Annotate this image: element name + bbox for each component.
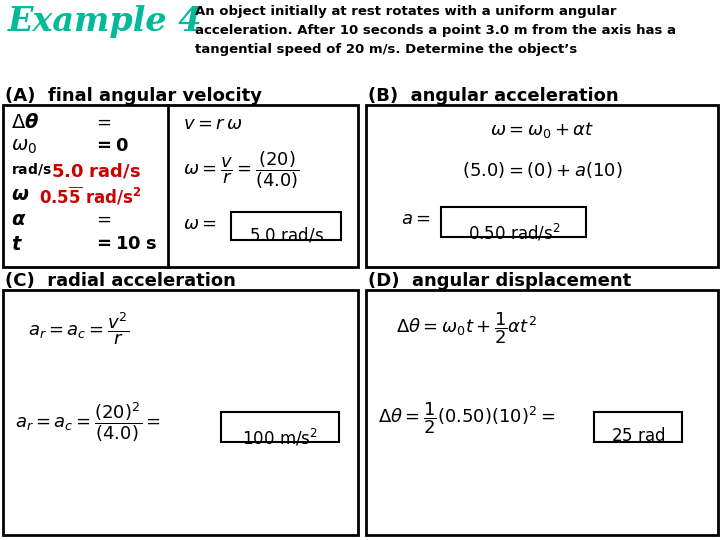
Bar xyxy=(366,105,718,267)
Text: $\boldsymbol{\alpha}$: $\boldsymbol{\alpha}$ xyxy=(11,210,27,229)
Bar xyxy=(441,207,586,237)
Text: $\boldsymbol{t}$: $\boldsymbol{t}$ xyxy=(11,235,23,254)
Text: $\mathbf{= 10\ s}$: $\mathbf{= 10\ s}$ xyxy=(93,235,158,253)
Text: $\omega = \dfrac{v}{r} = \dfrac{(20)}{(4.0)}$: $\omega = \dfrac{v}{r} = \dfrac{(20)}{(4… xyxy=(183,149,300,191)
Bar xyxy=(366,290,718,535)
Text: (B)  angular acceleration: (B) angular acceleration xyxy=(368,87,618,105)
Text: $\boldsymbol{\omega}$: $\boldsymbol{\omega}$ xyxy=(11,185,30,204)
Text: Example 4: Example 4 xyxy=(8,5,202,38)
Bar xyxy=(3,290,358,535)
Bar xyxy=(3,105,358,267)
Text: (C)  radial acceleration: (C) radial acceleration xyxy=(5,272,236,290)
Text: $100\ \mathrm{m/s^2}$: $100\ \mathrm{m/s^2}$ xyxy=(242,427,318,448)
Text: $\Delta\theta = \dfrac{1}{2}(0.50)(10)^2 = $: $\Delta\theta = \dfrac{1}{2}(0.50)(10)^2… xyxy=(378,400,556,436)
Bar xyxy=(221,412,339,442)
Text: $\mathbf{0.5\overline{5}\ rad/s^2}$: $\mathbf{0.5\overline{5}\ rad/s^2}$ xyxy=(39,185,142,207)
Text: (A)  final angular velocity: (A) final angular velocity xyxy=(5,87,262,105)
Text: $25\ \mathrm{rad}$: $25\ \mathrm{rad}$ xyxy=(611,427,665,445)
Bar xyxy=(231,212,341,240)
Text: $v = r\,\omega$: $v = r\,\omega$ xyxy=(183,115,243,133)
Text: $\omega =$: $\omega =$ xyxy=(183,215,217,233)
Text: $\mathbf{rad/s}$: $\mathbf{rad/s}$ xyxy=(11,161,52,177)
Text: $a_r = a_c = \dfrac{v^2}{r}$: $a_r = a_c = \dfrac{v^2}{r}$ xyxy=(28,310,130,347)
Text: An object initially at rest rotates with a uniform angular
acceleration. After 1: An object initially at rest rotates with… xyxy=(195,5,676,56)
Text: $\Delta\theta = \omega_0 t + \dfrac{1}{2}\alpha t^2$: $\Delta\theta = \omega_0 t + \dfrac{1}{2… xyxy=(396,310,537,346)
Text: $5.0\ \mathrm{rad/s}$: $5.0\ \mathrm{rad/s}$ xyxy=(248,226,323,245)
Text: $0.50\ \mathrm{rad/s^2}$: $0.50\ \mathrm{rad/s^2}$ xyxy=(468,222,560,243)
Text: $=$: $=$ xyxy=(93,210,112,228)
Text: $\omega = \omega_0 + \alpha t$: $\omega = \omega_0 + \alpha t$ xyxy=(490,120,594,140)
Text: $\Delta\boldsymbol{\theta}$: $\Delta\boldsymbol{\theta}$ xyxy=(11,113,39,132)
Text: $a_r = a_c = \dfrac{(20)^2}{(4.0)} = $: $a_r = a_c = \dfrac{(20)^2}{(4.0)} = $ xyxy=(15,400,161,444)
Text: $(5.0) = (0) + a(10)$: $(5.0) = (0) + a(10)$ xyxy=(462,160,622,180)
Text: $a =$: $a =$ xyxy=(401,210,431,228)
Text: $\mathbf{= 0}$: $\mathbf{= 0}$ xyxy=(93,137,129,155)
Text: $\mathbf{5.0\ rad/s}$: $\mathbf{5.0\ rad/s}$ xyxy=(51,161,141,180)
Text: (D)  angular displacement: (D) angular displacement xyxy=(368,272,631,290)
Bar xyxy=(594,412,682,442)
Text: $\boldsymbol{\omega_0}$: $\boldsymbol{\omega_0}$ xyxy=(11,137,37,156)
Text: $=$: $=$ xyxy=(93,113,112,131)
